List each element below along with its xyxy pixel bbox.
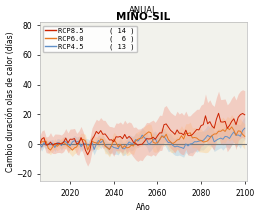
Y-axis label: Cambio duración olas de calor (días): Cambio duración olas de calor (días) xyxy=(5,31,15,172)
Legend: RCP8.5      ( 14 ), RCP6.0      (  6 ), RCP4.5      ( 13 ): RCP8.5 ( 14 ), RCP6.0 ( 6 ), RCP4.5 ( 13… xyxy=(43,26,137,52)
Text: ANUAL: ANUAL xyxy=(129,6,158,15)
X-axis label: Año: Año xyxy=(136,203,151,213)
Title: MIÑO-SIL: MIÑO-SIL xyxy=(116,12,170,22)
